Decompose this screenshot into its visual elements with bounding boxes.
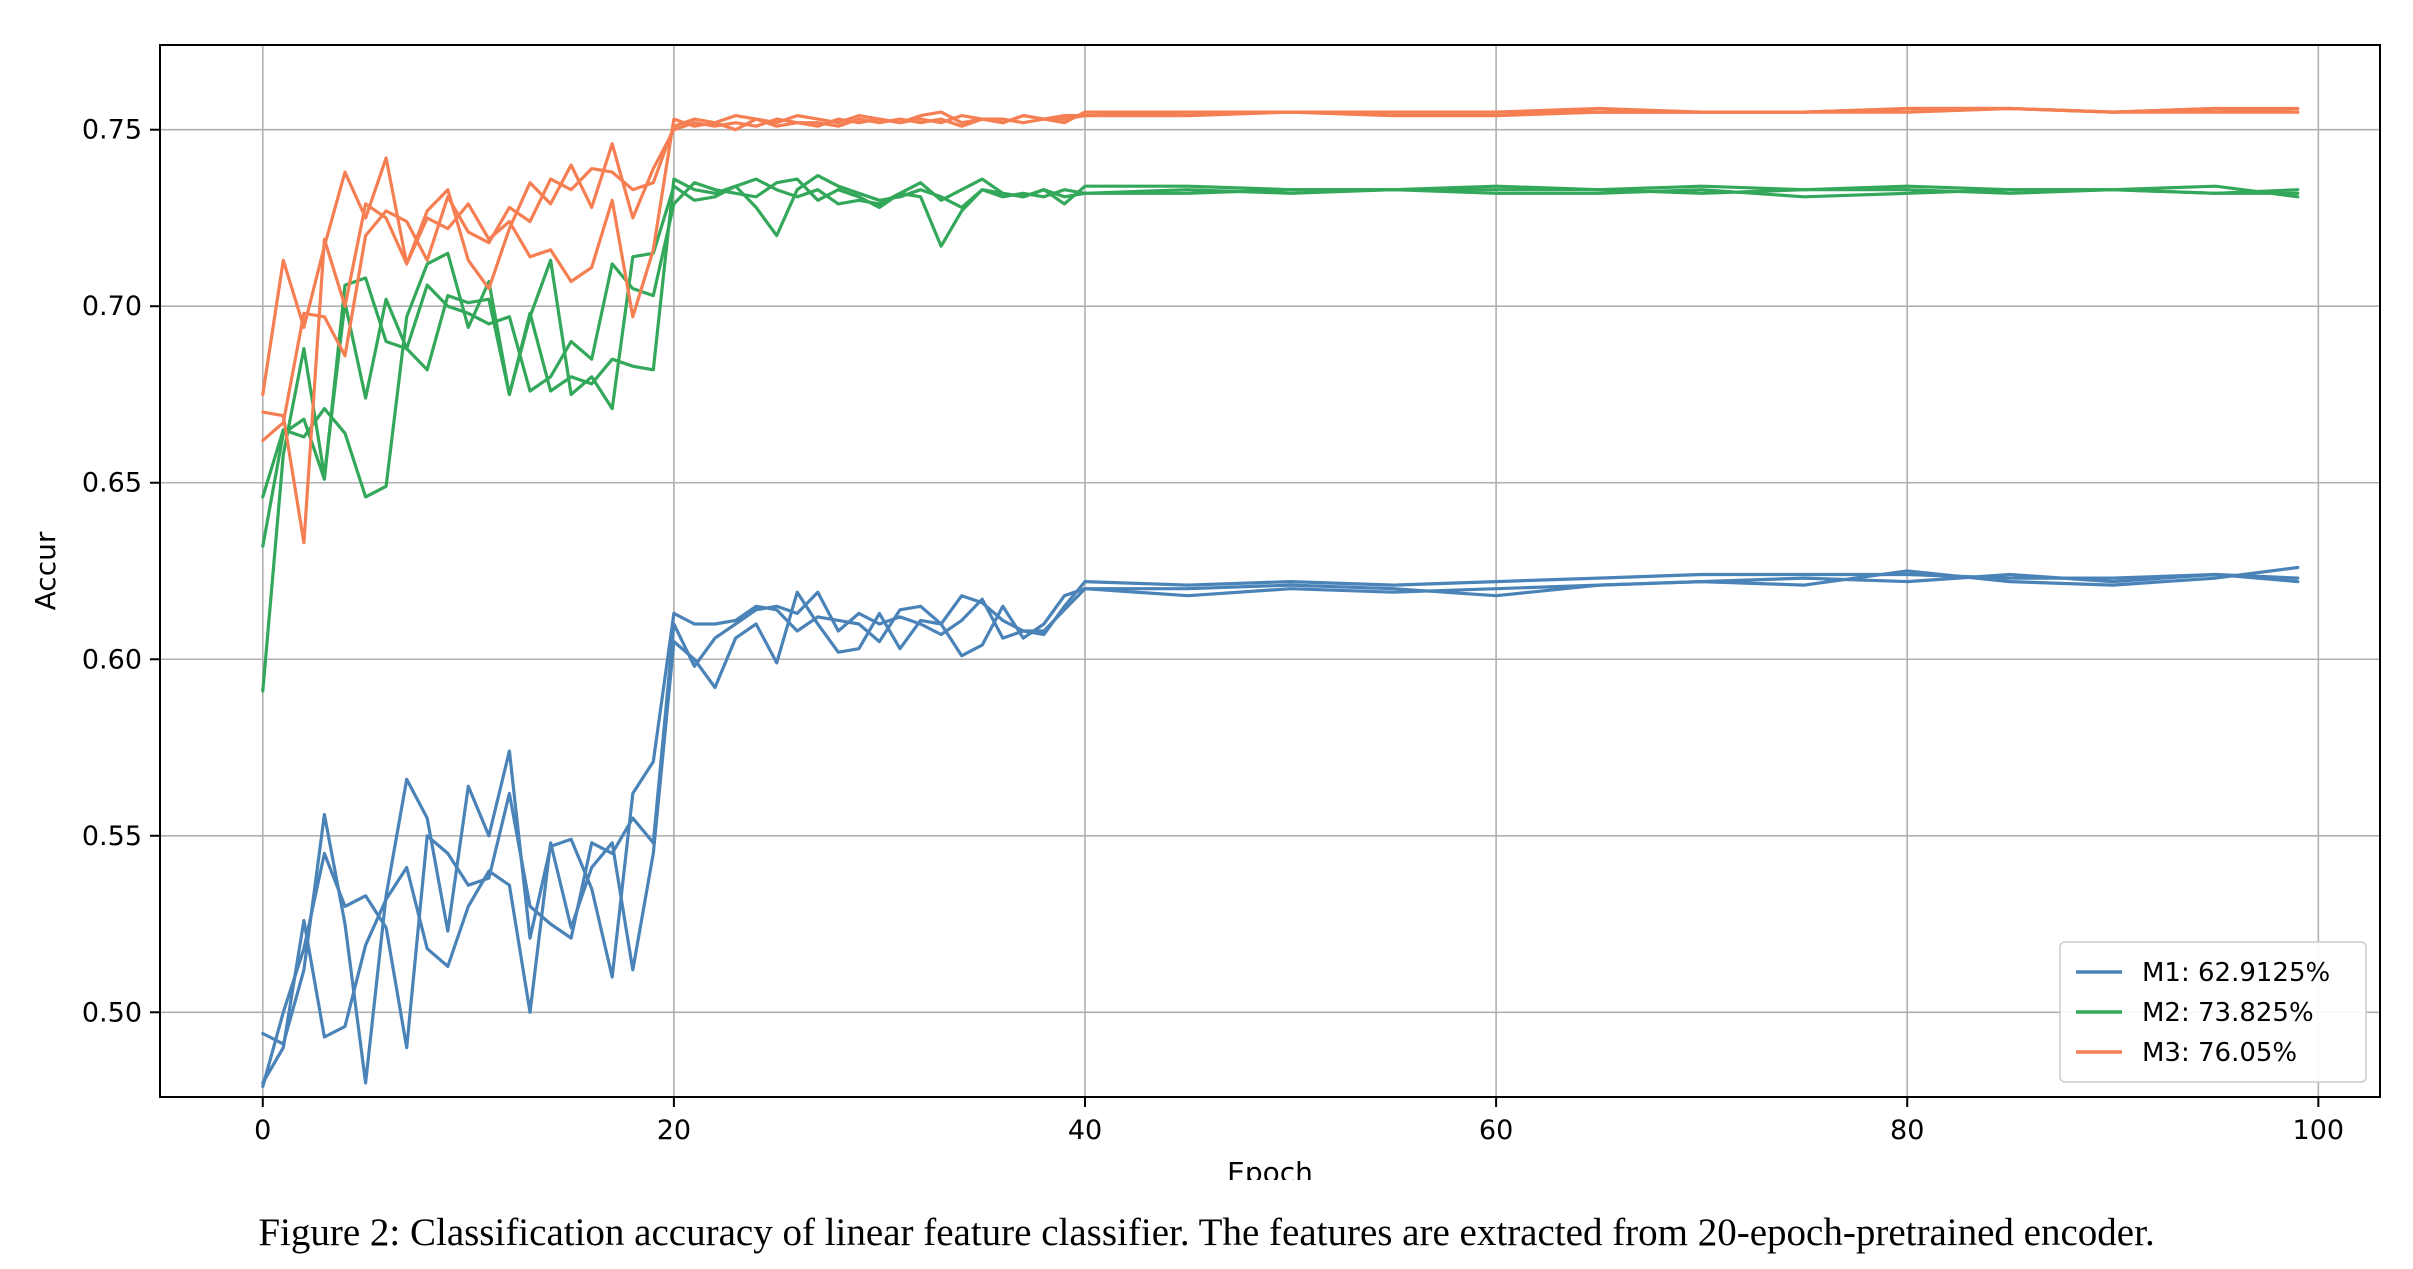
series-line-4	[261, 174, 2300, 499]
x-tick-label: 60	[1479, 1115, 1513, 1146]
plot-frame	[159, 44, 2381, 1098]
y-axis-label: Accur	[29, 531, 62, 610]
grid-lines	[160, 45, 2380, 1097]
series-line-6	[261, 177, 2300, 693]
y-tick-label: 0.50	[82, 997, 142, 1028]
y-tick-label: 0.70	[82, 291, 142, 322]
y-tick-label: 0.55	[82, 821, 142, 852]
series-line-8	[261, 106, 2300, 545]
x-tick-label: 100	[2293, 1115, 2345, 1146]
x-tick-label: 40	[1068, 1115, 1102, 1146]
legend-label-2: M2: 73.825%	[2142, 998, 2314, 1028]
x-axis-label: Epoch	[1227, 1156, 1313, 1180]
accuracy-chart: 0 20 40 60 80 100 0.50 0.55 0.60 0.65 0.70 0.75 Ep…	[29, 44, 2381, 1180]
series-line-7	[261, 106, 2300, 397]
y-tick-label: 0.65	[82, 468, 142, 499]
series-line-9	[261, 106, 2300, 442]
legend-box	[2059, 941, 2367, 1083]
legend-label-3: M3: 76.05%	[2142, 1038, 2297, 1068]
x-tick-label: 0	[254, 1115, 271, 1146]
x-tick-label: 20	[657, 1115, 691, 1146]
series-lines	[261, 106, 2300, 1089]
legend-label-1: M1: 62.9125%	[2142, 958, 2330, 988]
series-line-1	[261, 572, 2300, 1085]
x-tick-label: 80	[1890, 1115, 1924, 1146]
y-tick-label: 0.75	[82, 115, 142, 146]
figure-caption: Figure 2: Classification accuracy of lin…	[258, 1211, 2155, 1254]
y-tick-label: 0.60	[82, 644, 142, 675]
y-axis-ticks: 0.50 0.55 0.60 0.65 0.70 0.75	[82, 115, 160, 1028]
legend: M1: 62.9125% M2: 73.825% M3: 76.05%	[2059, 941, 2367, 1083]
series-line-5	[261, 177, 2300, 548]
series-line-3	[261, 572, 2300, 1089]
series-line-2	[261, 565, 2300, 1085]
x-axis-ticks: 0 20 40 60 80 100	[254, 1097, 2344, 1146]
